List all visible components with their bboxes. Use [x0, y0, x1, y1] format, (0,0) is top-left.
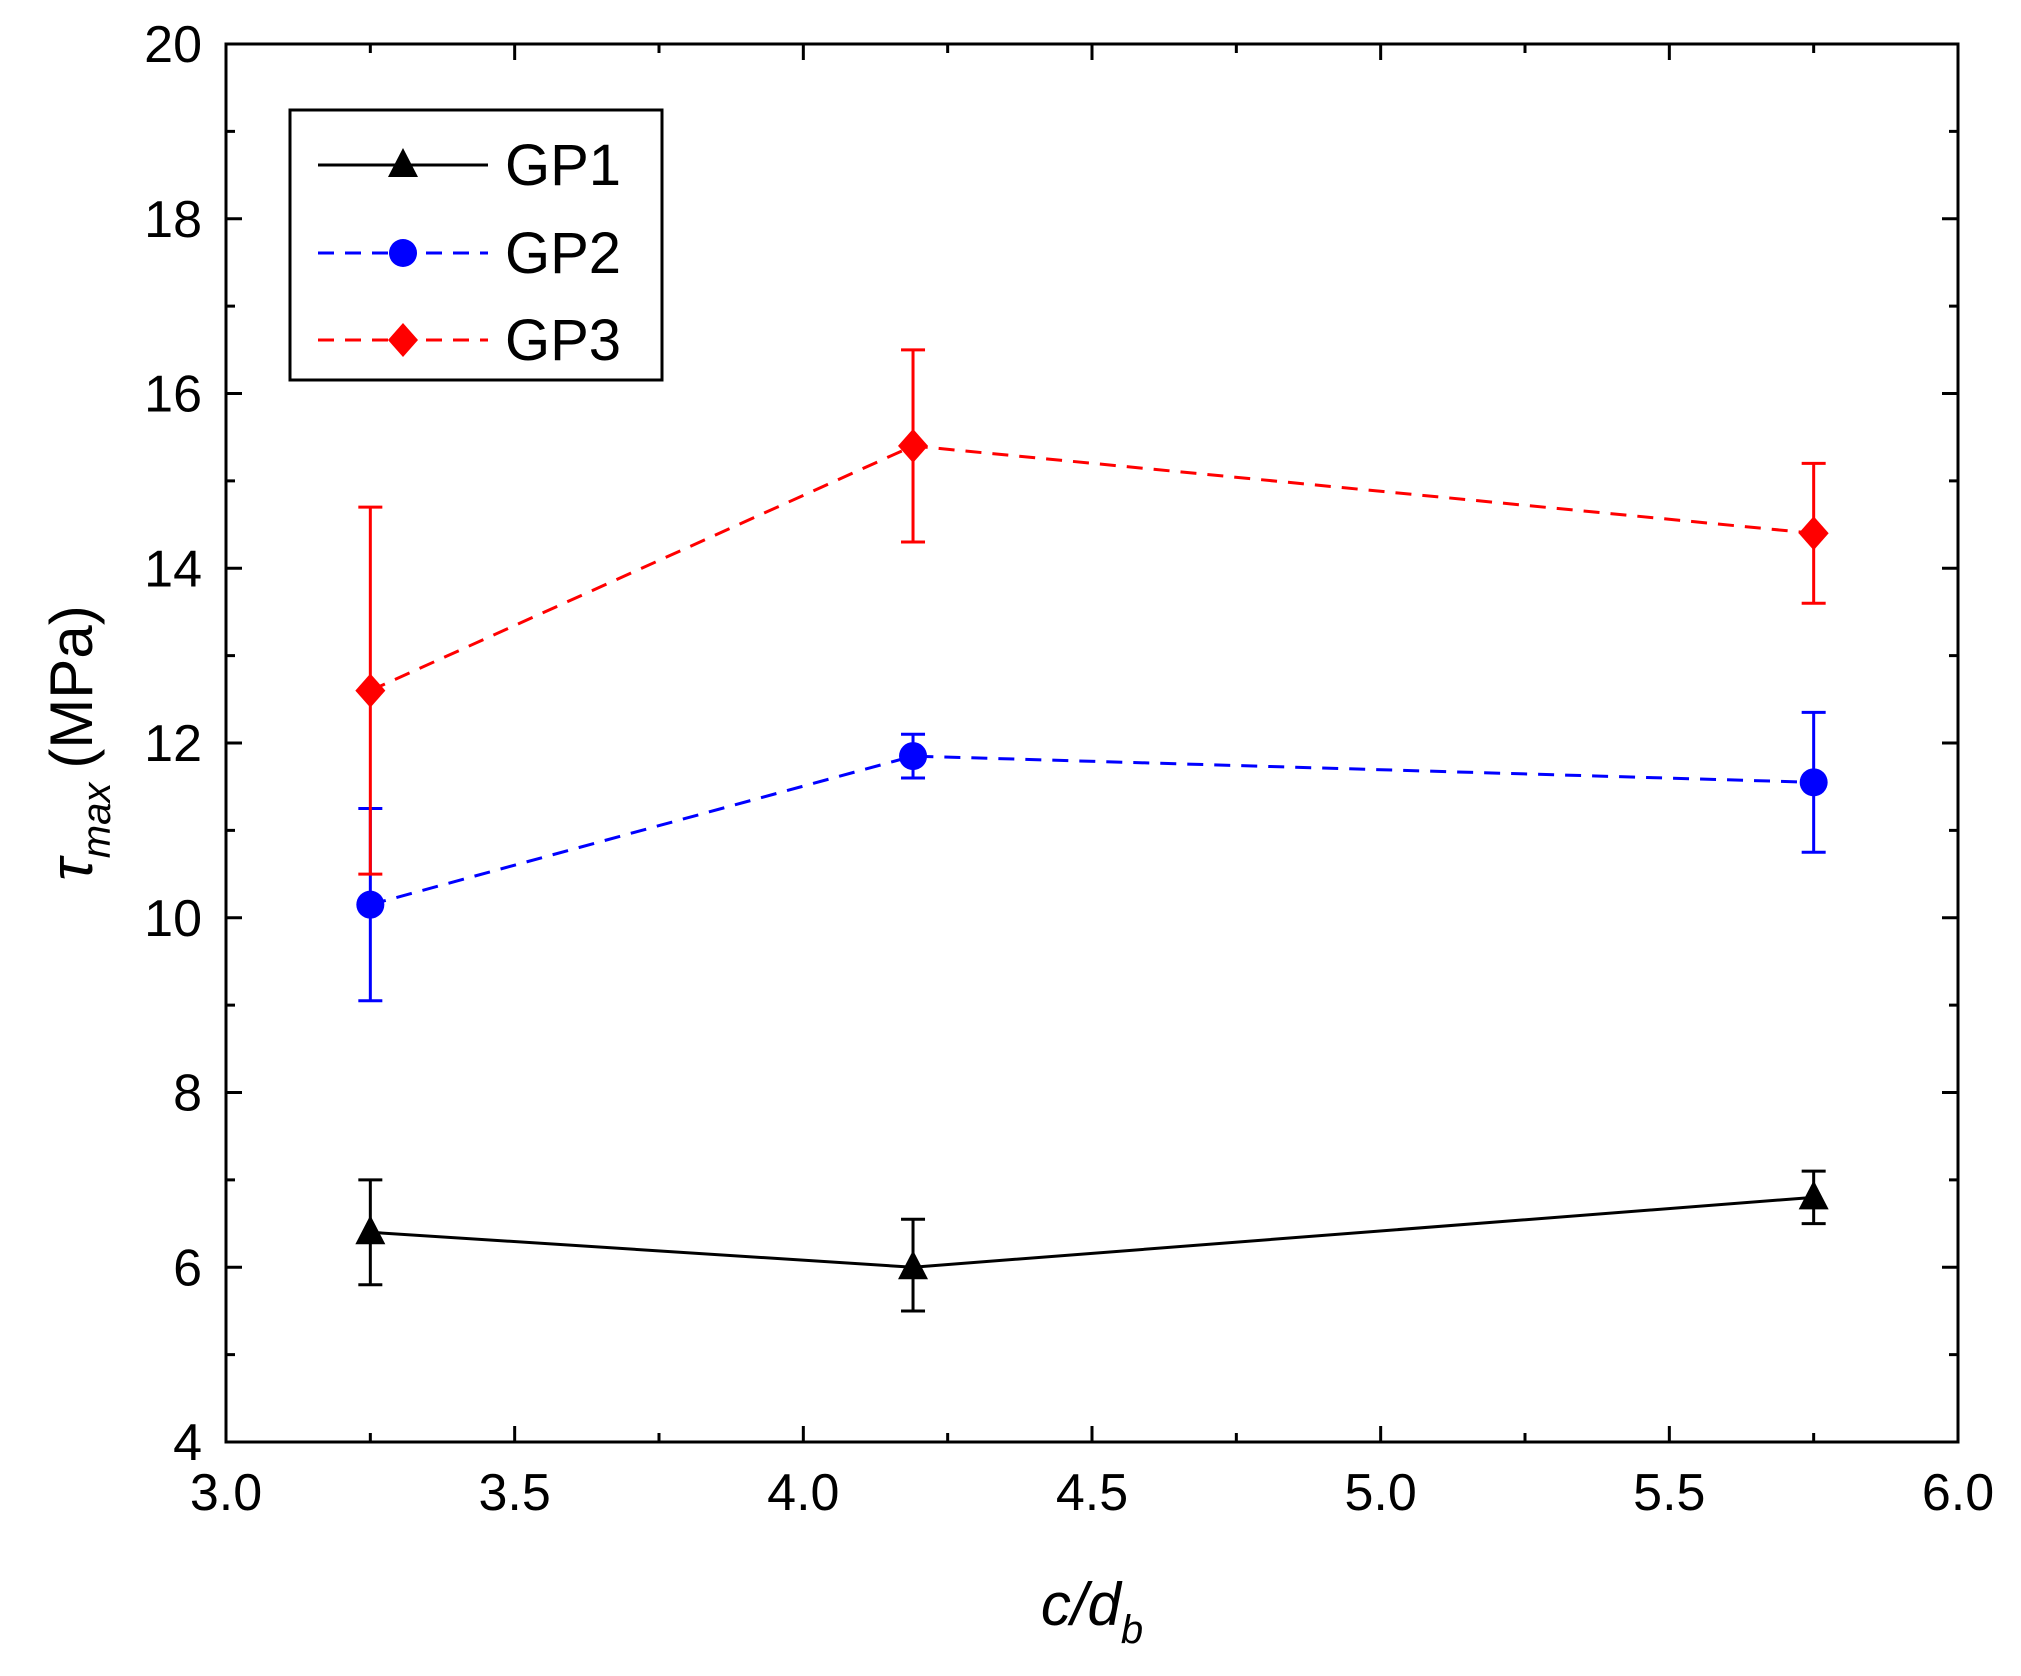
legend-label-gp2: GP2 [505, 221, 621, 286]
y-axis-title-sub: max [75, 781, 119, 859]
x-tick-label: 4.0 [767, 1464, 839, 1522]
series-line-gp3 [369, 444, 1814, 692]
series-line-gp1 [370, 1195, 1814, 1269]
series-gp3 [355, 348, 1829, 876]
data-point-gp1 [898, 1250, 929, 1280]
y-axis-ticks: 4 6 8 10 12 14 16 18 20 [144, 16, 1958, 1472]
data-point-gp3 [1798, 516, 1829, 551]
y-tick-label: 6 [173, 1239, 202, 1297]
data-point-gp2 [1799, 768, 1828, 797]
y-tick-label: 14 [144, 540, 202, 598]
x-tick-label: 3.0 [190, 1464, 262, 1522]
y-tick-label: 12 [144, 715, 202, 773]
legend-label-gp1: GP1 [505, 133, 621, 198]
data-point-gp2 [356, 890, 385, 919]
legend-marker-gp2 [389, 239, 417, 267]
x-axis-title-sub: b [1121, 1608, 1143, 1652]
x-axis-title: c/db [1041, 1571, 1143, 1652]
x-tick-label: 6.0 [1922, 1464, 1994, 1522]
legend-label-gp3: GP3 [505, 308, 621, 373]
y-tick-label: 20 [144, 16, 202, 74]
y-tick-label: 4 [173, 1414, 202, 1472]
legend-marker-gp3 [388, 323, 418, 357]
y-tick-label: 16 [144, 366, 202, 424]
data-point-gp3 [898, 428, 929, 463]
series-layer [355, 348, 1829, 1313]
x-tick-label: 3.5 [479, 1464, 551, 1522]
data-point-gp2 [899, 742, 928, 771]
x-tick-label: 5.5 [1633, 1464, 1705, 1522]
legend-entries: GP1 GP2 GP3 [318, 133, 621, 373]
x-tick-label: 5.0 [1345, 1464, 1417, 1522]
x-axis-title-main: c/d [1041, 1571, 1123, 1638]
y-axis-title: τmax (MPa) [38, 605, 119, 880]
legend: GP1 GP2 GP3 [288, 108, 664, 382]
legend-marker-gp1 [388, 148, 418, 177]
series-gp1 [355, 1169, 1829, 1313]
y-axis-title-symbol: τ [38, 855, 105, 881]
x-tick-label: 4.5 [1056, 1464, 1128, 1522]
y-tick-label: 10 [144, 890, 202, 948]
data-point-gp1 [355, 1215, 386, 1245]
data-point-gp3 [355, 673, 386, 708]
data-point-gp1 [1798, 1180, 1829, 1210]
series-gp2 [356, 710, 1828, 1003]
y-axis-title-unit: (MPa) [38, 605, 105, 768]
y-tick-label: 18 [144, 191, 202, 249]
legend-box [288, 108, 664, 382]
series-line-gp2 [369, 754, 1814, 907]
x-axis-ticks: 3.0 3.5 4.0 4.5 5.0 5.5 6.0 [190, 44, 1994, 1522]
y-tick-label: 8 [173, 1065, 202, 1123]
